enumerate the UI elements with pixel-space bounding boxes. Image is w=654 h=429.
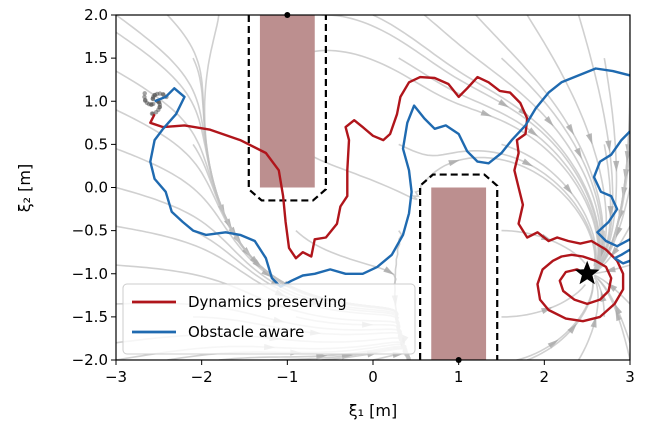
y-axis: −2.0 −1.5 −1.0 −0.5 0.0 0.5 1.0 1.5 2.0	[72, 6, 116, 369]
start-sample	[149, 102, 154, 107]
x-axis-label: ξ₁ [m]	[349, 401, 398, 420]
start-sample	[160, 92, 166, 97]
x-tick-label: −2	[191, 368, 213, 386]
streamline-arrow	[567, 323, 578, 334]
streamline-arrow	[563, 183, 573, 195]
y-tick-label: 2.0	[84, 6, 108, 24]
y-tick-label: 1.0	[84, 92, 108, 110]
trajectory-line	[149, 75, 625, 323]
streamline-arrow	[448, 159, 460, 167]
streamline-arrow	[607, 205, 614, 218]
streamline-arrow	[605, 140, 612, 152]
trajectory-line	[613, 248, 630, 265]
trajectory-line	[592, 130, 630, 248]
start-sample	[152, 92, 157, 98]
y-tick-label: −1.0	[72, 265, 108, 283]
legend-label: Dynamics preserving	[188, 293, 347, 311]
streamline-arrow	[498, 99, 510, 108]
streamline-arrow	[544, 115, 554, 127]
trajectories	[149, 67, 630, 323]
start-sample	[157, 104, 163, 110]
start-sample	[142, 98, 148, 103]
legend-label: Obstacle aware	[188, 323, 304, 341]
y-tick-label: 0.5	[84, 135, 108, 153]
safety-margin	[247, 15, 327, 202]
start-region	[142, 91, 169, 116]
obstacle	[431, 187, 487, 360]
streamline-arrow	[613, 160, 620, 173]
obstacle	[259, 15, 315, 188]
x-tick-label: 0	[368, 368, 378, 386]
y-tick-label: −1.5	[72, 308, 108, 326]
legend: Dynamics preserving Obstacle aware	[122, 283, 416, 355]
streamline-arrow	[565, 123, 575, 136]
y-tick-label: 0.0	[84, 179, 108, 197]
streamline-arrow	[547, 339, 559, 349]
y-tick-label: −0.5	[72, 222, 108, 240]
streamline-arrow	[541, 307, 553, 315]
streamline-arrow	[585, 133, 593, 145]
attractor-star-icon	[574, 260, 600, 285]
x-tick-label: −3	[105, 368, 127, 386]
safety-margins	[247, 15, 499, 360]
streamline-arrow	[383, 266, 395, 275]
start-sample	[142, 94, 147, 100]
start-sample	[142, 91, 147, 96]
streamline-arrow	[624, 151, 630, 163]
start-sample	[150, 96, 155, 102]
streamline-arrow	[540, 233, 553, 241]
streamline-arrow	[614, 303, 623, 315]
streamline-arrow	[527, 127, 539, 137]
x-tick-label: 3	[625, 368, 635, 386]
x-axis: −3 −2 −1 0 1 2 3	[105, 360, 635, 386]
trajectory-line	[149, 67, 630, 288]
y-axis-label: ξ₂ [m]	[15, 164, 34, 213]
streamline-arrow	[480, 109, 493, 117]
x-tick-label: 2	[540, 368, 550, 386]
x-tick-label: −1	[276, 368, 298, 386]
safety-margin	[419, 173, 499, 360]
streamline-arrow	[249, 255, 261, 266]
y-tick-label: −2.0	[72, 351, 108, 369]
streamline-arrow	[521, 158, 534, 167]
legend-box	[122, 283, 416, 355]
y-tick-label: 1.5	[84, 49, 108, 67]
streamline-arrow	[261, 268, 273, 278]
x-tick-label: 1	[454, 368, 464, 386]
streamline-arrow	[574, 147, 582, 159]
